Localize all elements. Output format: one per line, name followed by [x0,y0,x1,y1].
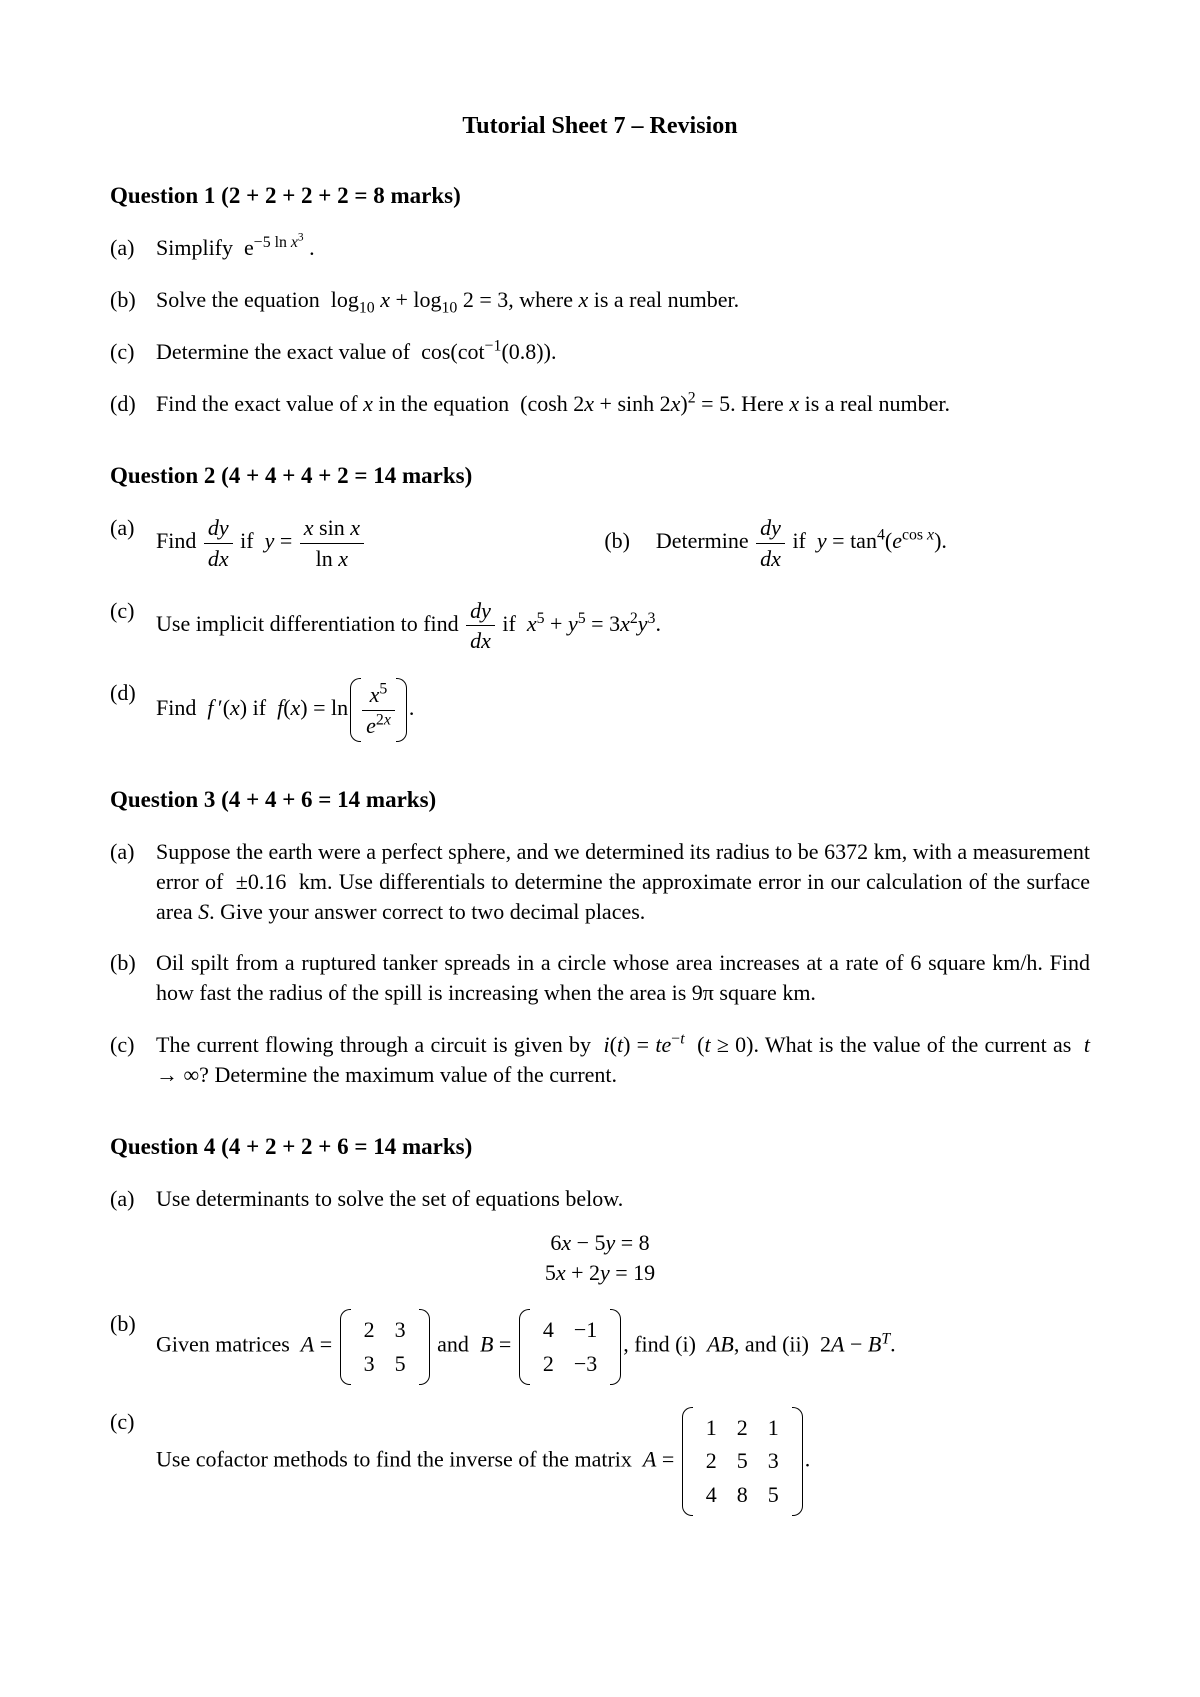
q2b-wrap: (b) Determine dydx if y = tan4(ecos x). [604,513,1090,573]
page-title: Tutorial Sheet 7 – Revision [110,110,1090,142]
q3-part-a: (a) Suppose the earth were a perfect sph… [110,837,1090,926]
question-4-heading: Question 4 (4 + 2 + 2 + 6 = 14 marks) [110,1131,1090,1162]
part-text: Oil spilt from a ruptured tanker spreads… [156,948,1090,1007]
q4-part-c: (c) Use cofactor methods to find the inv… [110,1407,1090,1516]
q3-part-b: (b) Oil spilt from a ruptured tanker spr… [110,948,1090,1007]
part-label: (a) [110,1184,156,1214]
q1-part-c: (c) Determine the exact value of cos(cot… [110,337,1090,367]
part-text: Simplify e−5 ln x3 . [156,233,1090,263]
part-label: (c) [110,1030,156,1060]
question-2-heading: Question 2 (4 + 4 + 4 + 2 = 14 marks) [110,460,1090,491]
part-label: (b) [110,285,156,315]
q1-part-b: (b) Solve the equation log10 x + log10 2… [110,285,1090,315]
part-label: (c) [110,1407,156,1437]
part-text: Use determinants to solve the set of equ… [156,1184,1090,1214]
part-text: Find the exact value of x in the equatio… [156,389,1090,419]
part-label: (a) [110,233,156,263]
part-text: Use cofactor methods to find the inverse… [156,1407,1090,1516]
part-label: (b) [110,948,156,978]
q4a-equations: 6x − 5y = 85x + 2y = 19 [110,1228,1090,1287]
part-label: (d) [110,678,156,708]
part-text: Solve the equation log10 x + log10 2 = 3… [156,285,1090,315]
q4-part-a: (a) Use determinants to solve the set of… [110,1184,1090,1214]
part-text: Use implicit differentiation to find dyd… [156,596,1090,656]
question-3-heading: Question 3 (4 + 4 + 6 = 14 marks) [110,784,1090,815]
part-text: The current flowing through a circuit is… [156,1030,1090,1089]
q2-part-c: (c) Use implicit differentiation to find… [110,596,1090,656]
part-label: (c) [110,337,156,367]
q2-part-d: (d) Find f ′(x) if f(x) = lnx5e2x. [110,678,1090,742]
q1-part-a: (a) Simplify e−5 ln x3 . [110,233,1090,263]
part-text-row: Find dydx if y = x sin xln x (b) Determi… [156,513,1090,573]
q2b-text: Determine dydx if y = tan4(ecos x). [656,528,947,553]
q2-part-a-b: (a) Find dydx if y = x sin xln x (b) Det… [110,513,1090,573]
part-label: (a) [110,513,156,543]
tutorial-sheet-page: Tutorial Sheet 7 – Revision Question 1 (… [0,0,1200,1697]
part-label: (b) [110,1309,156,1339]
part-label: (c) [110,596,156,626]
part-text: Suppose the earth were a perfect sphere,… [156,837,1090,926]
q2a-text: Find dydx if y = x sin xln x [156,513,604,573]
q3-part-c: (c) The current flowing through a circui… [110,1030,1090,1089]
q4-part-b: (b) Given matrices A = 2335 and B = 4−12… [110,1309,1090,1384]
part-label: (d) [110,389,156,419]
part-text: Find f ′(x) if f(x) = lnx5e2x. [156,678,1090,742]
part-text: Given matrices A = 2335 and B = 4−12−3, … [156,1309,1090,1384]
part-label: (b) [604,526,650,556]
question-1-heading: Question 1 (2 + 2 + 2 + 2 = 8 marks) [110,180,1090,211]
q1-part-d: (d) Find the exact value of x in the equ… [110,389,1090,419]
part-label: (a) [110,837,156,867]
part-text: Determine the exact value of cos(cot−1(0… [156,337,1090,367]
